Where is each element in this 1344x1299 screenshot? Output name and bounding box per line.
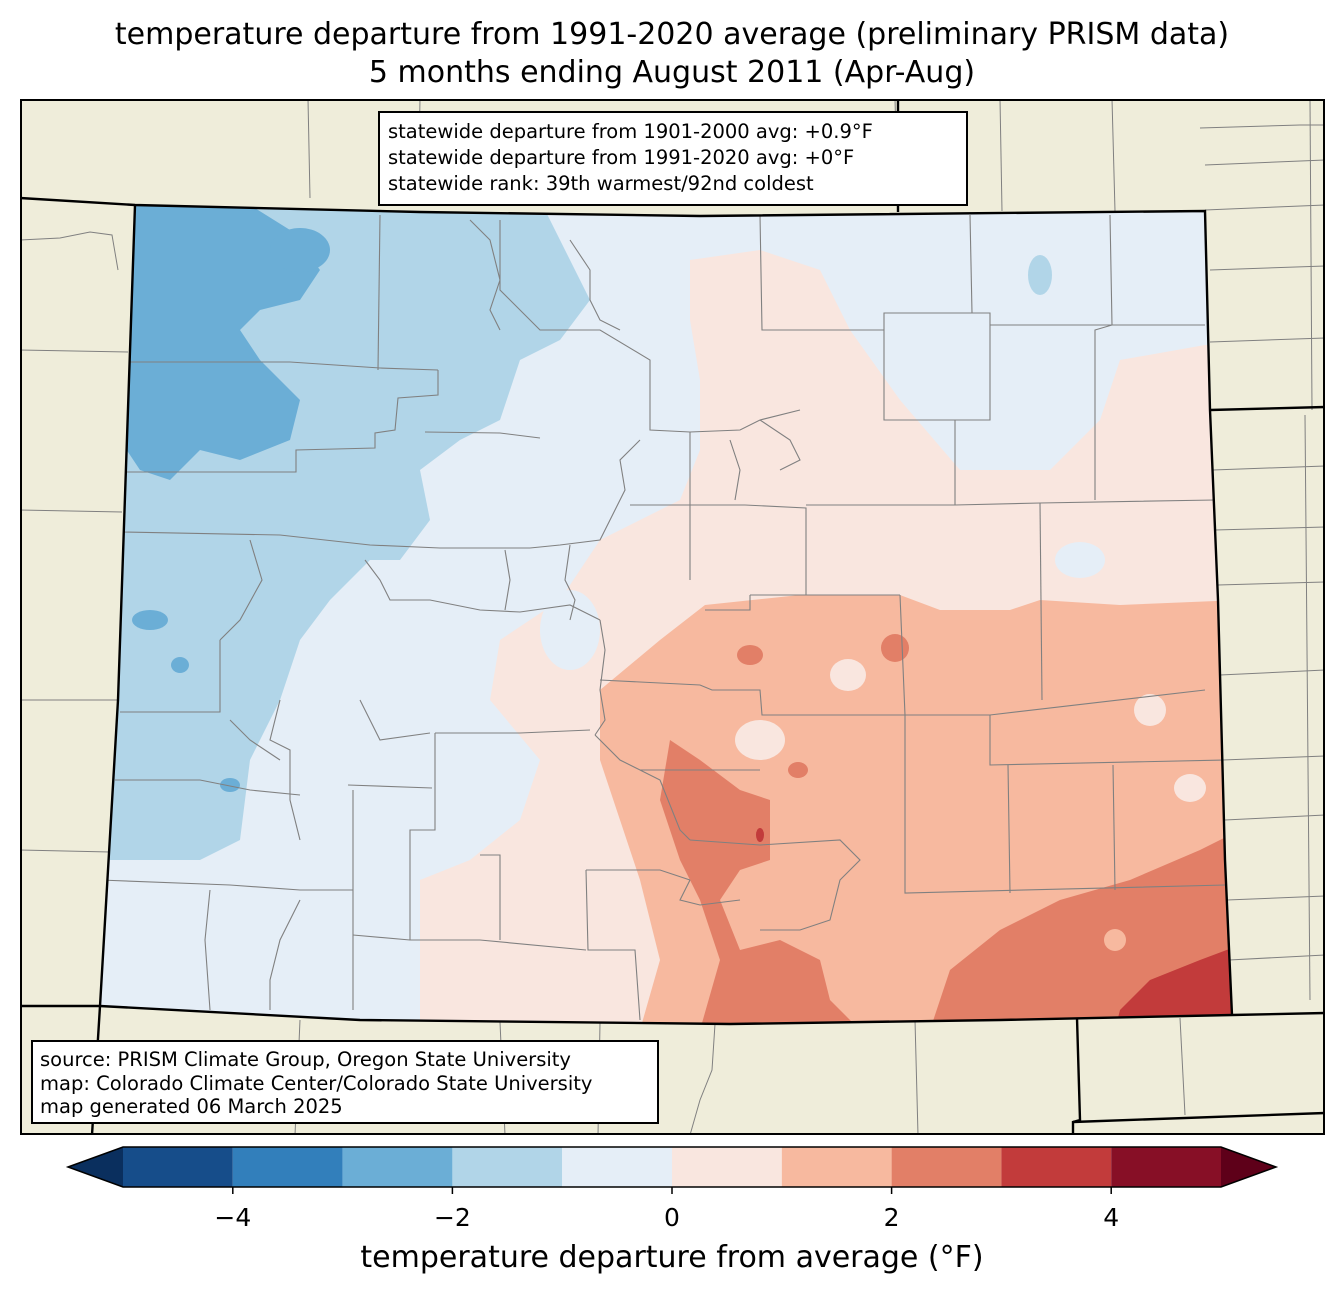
source-line-prism: source: PRISM Climate Group, Oregon Stat… xyxy=(40,1048,571,1071)
colorbar-tick-label-0: −4 xyxy=(214,1203,252,1232)
colorbar xyxy=(65,1146,1279,1194)
colorbar-bin-3 xyxy=(452,1147,563,1187)
colorbar-bin-5 xyxy=(672,1147,782,1187)
colorbar-tick-label-2: 0 xyxy=(664,1203,680,1232)
stats-line-rank: statewide rank: 39th warmest/92nd coldes… xyxy=(388,172,814,195)
colorbar-tick-label-4: 4 xyxy=(1103,1203,1120,1232)
colorbar-bin-4 xyxy=(562,1147,672,1187)
source-box: source: PRISM Climate Group, Oregon Stat… xyxy=(31,1040,659,1124)
colorbar-bin-7 xyxy=(891,1147,1002,1187)
colorbar-outline xyxy=(65,1146,1279,1188)
source-line-map: map: Colorado Climate Center/Colorado St… xyxy=(40,1071,593,1095)
title-line-1: temperature departure from 1991-2020 ave… xyxy=(114,17,1230,52)
colorbar-over-extension xyxy=(1221,1147,1276,1187)
colorbar-bin-8 xyxy=(1001,1147,1112,1187)
colorbar-bin-6 xyxy=(781,1147,892,1187)
stats-line-1991-2020: statewide departure from 1991-2020 avg: … xyxy=(388,146,855,169)
colorbar-bin-9 xyxy=(1111,1147,1221,1187)
temperature-field xyxy=(100,205,1232,1024)
colorbar-tick-label-1: −2 xyxy=(433,1203,471,1232)
colorbar-bin-0 xyxy=(123,1147,233,1187)
colorbar-tick-label-3: 2 xyxy=(883,1203,900,1232)
colorbar-bin-2 xyxy=(342,1147,453,1187)
colorbar-under-extension xyxy=(68,1147,123,1187)
colorbar-bin-1 xyxy=(232,1147,343,1187)
colorbar-label: temperature departure from average (°F) xyxy=(360,1240,984,1275)
title-line-2: 5 months ending August 2011 (Apr-Aug) xyxy=(368,55,976,90)
source-line-generated: map generated 06 March 2025 xyxy=(40,1095,343,1118)
county-lines xyxy=(100,214,1226,1021)
statewide-stats-box: statewide departure from 1901-2000 avg: … xyxy=(378,111,968,206)
stats-line-1901-2000: statewide departure from 1901-2000 avg: … xyxy=(388,120,873,143)
